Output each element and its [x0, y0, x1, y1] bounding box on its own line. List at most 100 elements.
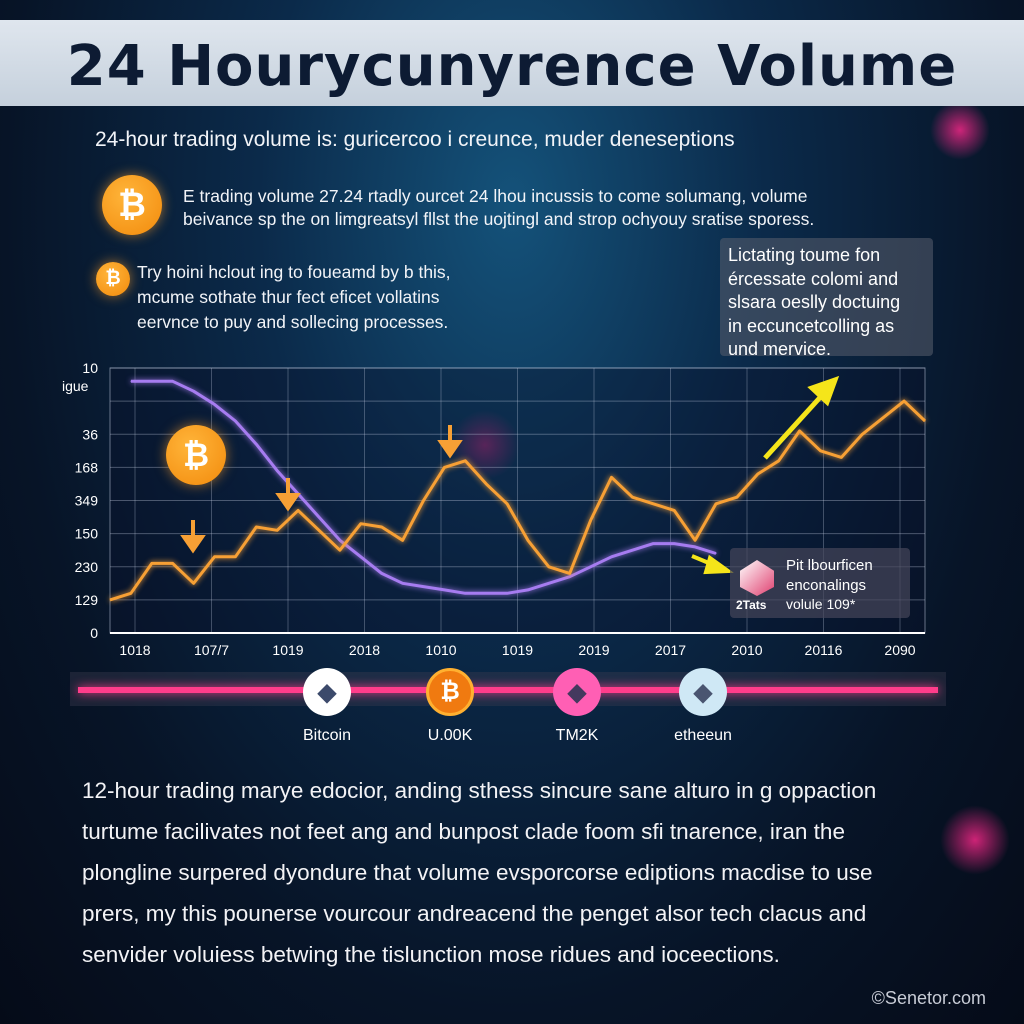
y-tick-label: 150 [75, 526, 99, 542]
x-tick-label: 2090 [884, 642, 915, 658]
data-point [840, 456, 842, 458]
note-line: slsara oeslly doctuing [728, 292, 901, 312]
data-point [234, 556, 236, 558]
bitcoin-icon: ₿ [96, 262, 130, 296]
info-text: Pit lbourficen enconalings [786, 556, 873, 596]
data-point [360, 523, 362, 525]
data-point [130, 380, 132, 382]
info-line: enconalings [786, 577, 867, 594]
data-point [861, 433, 863, 435]
down-arrow-icon [180, 520, 206, 554]
data-point [778, 460, 780, 462]
y-tick-label: 0 [90, 625, 98, 641]
body-paragraph: 12-hour trading marye edocior, anding st… [82, 770, 876, 975]
data-point [276, 470, 278, 472]
note-box: Lictating toume fon ércessate colomi and… [720, 238, 933, 359]
x-tick-label: 107/7 [194, 642, 229, 658]
data-point [924, 420, 926, 422]
info-line: Pit lbourficen [786, 557, 873, 574]
data-point [109, 599, 111, 601]
data-point [443, 589, 445, 591]
data-point [360, 556, 362, 558]
x-tick-label: 1019 [272, 642, 303, 658]
data-point [590, 519, 592, 521]
data-point [485, 483, 487, 485]
y-tick-label: 168 [75, 459, 99, 475]
data-point [652, 543, 654, 545]
data-point [381, 572, 383, 574]
data-point [485, 592, 487, 594]
data-point [799, 430, 801, 432]
data-point [422, 586, 424, 588]
glow [450, 410, 520, 480]
x-tick-label: 1010 [425, 642, 456, 658]
data-point [736, 496, 738, 498]
data-point [402, 539, 404, 541]
timeline-bar [78, 687, 938, 693]
x-tick-label: 2010 [731, 642, 762, 658]
glow [940, 805, 1010, 875]
info-box: Pit lbourficen enconalings 2Tats volule … [730, 548, 910, 618]
x-tick-label: 2018 [349, 642, 380, 658]
data-point [652, 503, 654, 505]
intro-line: beivance sp the on limgreatsyl fllst the… [183, 209, 815, 229]
title-banner: 24 Hourycunyrence Volume [0, 20, 1024, 106]
timeline [70, 672, 946, 706]
y-axis-label: igue [62, 378, 89, 394]
timeline-label: TM2K [555, 727, 599, 744]
ethereum-icon[interactable]: ◆ [679, 668, 727, 716]
glow [930, 100, 990, 160]
data-point [151, 562, 153, 564]
paragraph-line: prers, my this pounerse vourcour andreac… [82, 901, 867, 926]
x-tick-label: 1018 [119, 642, 150, 658]
page-title: 24 Hourycunyrence Volume [66, 34, 958, 99]
data-point [318, 529, 320, 531]
data-point [673, 509, 675, 511]
data-point [527, 589, 529, 591]
data-point [402, 582, 404, 584]
note-line: in eccuncetcolling as [728, 315, 895, 336]
data-point [297, 493, 299, 495]
data-point [694, 546, 696, 548]
intro-text: E trading volume 27.24 rtadly ourcet 24 … [183, 185, 814, 231]
data-point [715, 553, 717, 554]
data-point [631, 549, 633, 551]
data-point [130, 592, 132, 594]
subtitle: 24-hour trading volume is: guricercoo i … [95, 128, 735, 151]
data-point [548, 582, 550, 584]
ethereum-icon[interactable]: ◆ [303, 668, 351, 716]
note-line: Lictating toume fon [728, 245, 881, 265]
data-point [381, 526, 383, 528]
y-tick-label: 230 [75, 559, 99, 575]
data-point [213, 403, 215, 405]
intro-line: E trading volume 27.24 rtadly ourcet 24 … [183, 186, 808, 206]
info-badge: 2Tats [736, 598, 767, 612]
data-point [527, 539, 529, 541]
data-point [757, 473, 759, 475]
data-point [611, 556, 613, 558]
data-point [318, 516, 320, 518]
second-text: Try hoini hclout ing to foueamd by b thi… [137, 260, 451, 335]
ethereum-icon[interactable]: ◆ [553, 668, 601, 716]
cube-icon [740, 560, 774, 596]
data-point [715, 503, 717, 505]
second-line: mcume sothate thur fect eficet vollatins [137, 287, 440, 307]
data-point [631, 496, 633, 498]
x-tick-label: 2019 [578, 642, 609, 658]
bitcoin-icon: ₿ [102, 175, 162, 235]
y-tick-label: 10 [82, 360, 98, 376]
timeline-label: U.00K [427, 727, 473, 744]
paragraph-line: senvider voluiess betwing the tislunctio… [82, 942, 780, 967]
data-point [506, 592, 508, 594]
data-point [422, 500, 424, 501]
data-point [611, 476, 613, 478]
data-point [694, 539, 696, 541]
data-point [276, 529, 278, 531]
data-point [172, 380, 174, 382]
data-point [464, 592, 466, 594]
timeline-label: Bitcoin [302, 727, 352, 744]
pointer-arrow-icon [691, 554, 734, 575]
down-arrow-icon [275, 478, 301, 512]
bitcoin-icon[interactable]: ₿ [426, 668, 474, 716]
x-tick-label: 2017 [655, 642, 686, 658]
